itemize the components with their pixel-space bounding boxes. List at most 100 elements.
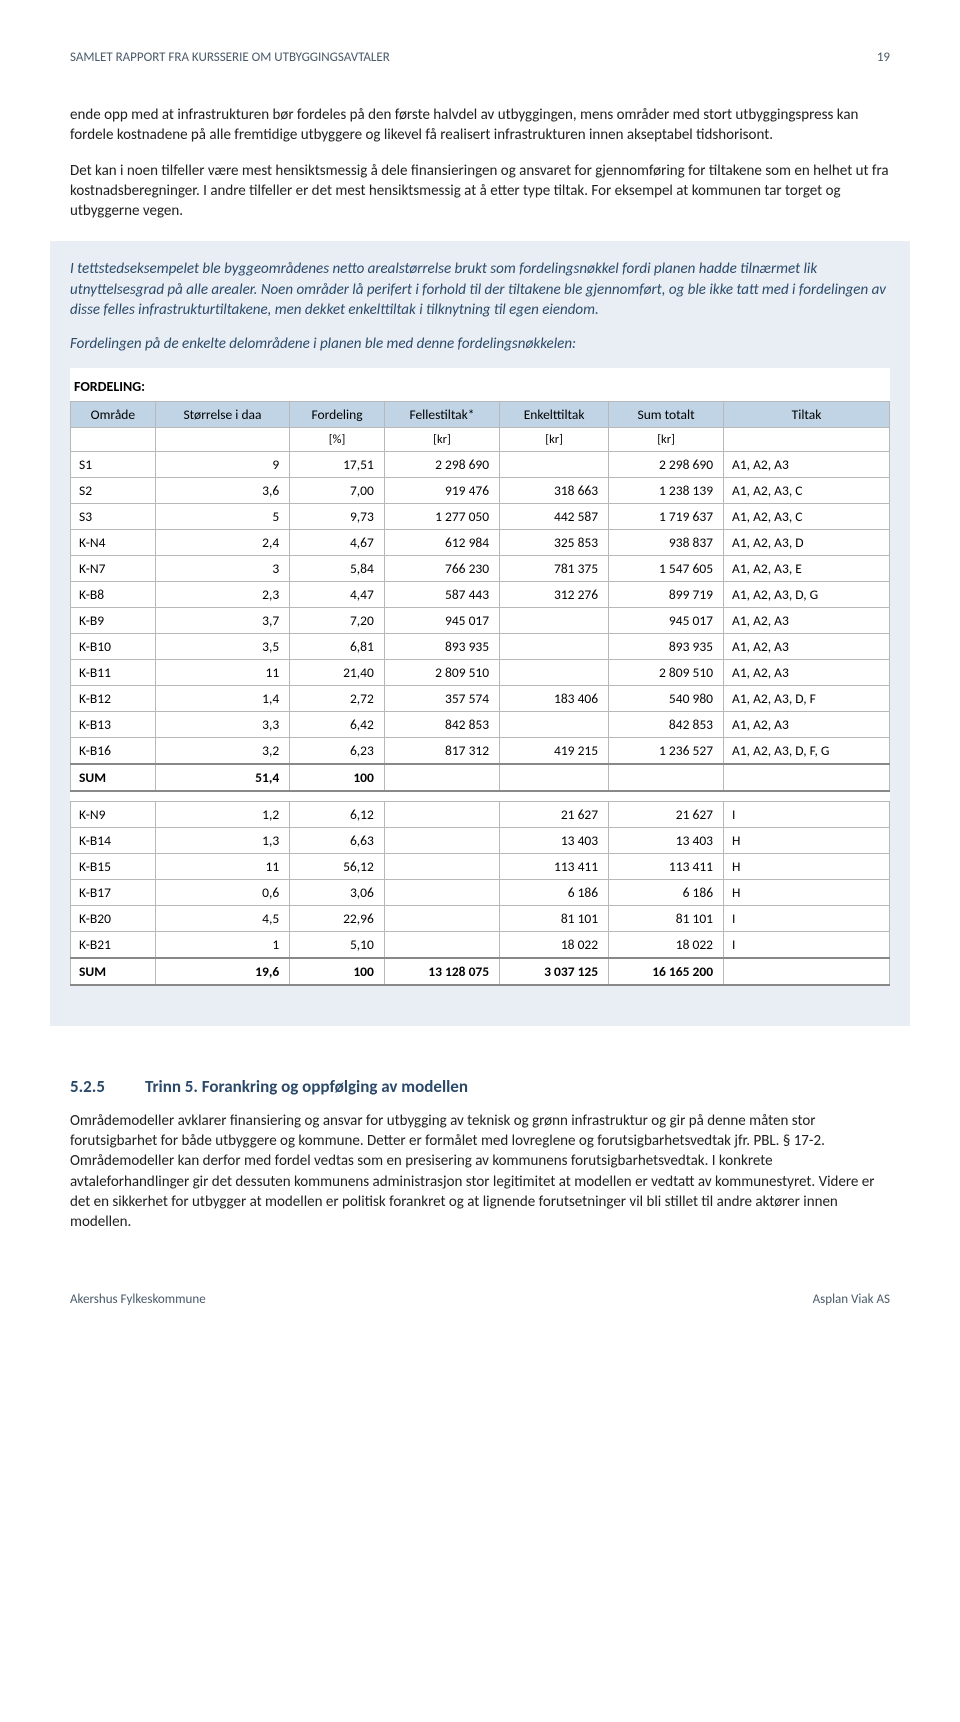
section-heading: 5.2.5 Trinn 5. Forankring og oppfølging … [70, 1076, 890, 1097]
table-cell: 21 627 [609, 801, 724, 827]
table-cell: A1, A2, A3, C [724, 504, 890, 530]
table-cell: A1, A2, A3 [724, 712, 890, 738]
table-cell [609, 764, 724, 791]
table-cell: 4,47 [290, 582, 385, 608]
table-cell: 3,3 [155, 712, 289, 738]
table-cell: A1, A2, A3, D [724, 530, 890, 556]
table-cell: 3,5 [155, 634, 289, 660]
col-header: Område [71, 402, 156, 428]
table-cell: 81 101 [500, 905, 609, 931]
table-cell: A1, A2, A3, E [724, 556, 890, 582]
footer-left: Akershus Fylkeskommune [70, 1292, 206, 1307]
table-cell: K-B17 [71, 879, 156, 905]
example-paragraph-2: Fordelingen på de enkelte delområdene i … [70, 334, 890, 354]
table-cell: H [724, 879, 890, 905]
table-cell: A1, A2, A3 [724, 608, 890, 634]
table-cell: 21,40 [290, 660, 385, 686]
table-cell: 419 215 [500, 738, 609, 765]
table-cell: 587 443 [384, 582, 499, 608]
table-cell: 9 [155, 452, 289, 478]
table-cell: 3,6 [155, 478, 289, 504]
table-cell: 1 547 605 [609, 556, 724, 582]
table-cell: H [724, 827, 890, 853]
col-header: Enkelttiltak [500, 402, 609, 428]
table-cell: 18 022 [609, 931, 724, 958]
table-cell: K-N4 [71, 530, 156, 556]
table-cell: 945 017 [384, 608, 499, 634]
paragraph-2: Det kan i noen tilfeller være mest hensi… [70, 161, 890, 222]
table-cell: 1,3 [155, 827, 289, 853]
table-cell: K-B20 [71, 905, 156, 931]
table-cell [384, 764, 499, 791]
table-cell: K-B8 [71, 582, 156, 608]
paragraph-1: ende opp med at infrastrukturen bør ford… [70, 105, 890, 146]
table-cell: 3 [155, 556, 289, 582]
table-cell: 357 574 [384, 686, 499, 712]
table-cell: 81 101 [609, 905, 724, 931]
fordeling-table: FORDELING: Område Størrelse i daa Fordel… [70, 368, 890, 986]
table-cell: 2 809 510 [609, 660, 724, 686]
table-row: K-B93,77,20945 017945 017A1, A2, A3 [71, 608, 890, 634]
table-cell: 5,84 [290, 556, 385, 582]
table-cell: K-B21 [71, 931, 156, 958]
table-row: K-B170,63,066 1866 186H [71, 879, 890, 905]
col-header: Størrelse i daa [155, 402, 289, 428]
table-cell [500, 608, 609, 634]
table-row: K-B2115,1018 02218 022I [71, 931, 890, 958]
example-box: I tettstedseksempelet ble byggeområdenes… [50, 241, 910, 1026]
table-row: K-N735,84766 230781 3751 547 605A1, A2, … [71, 556, 890, 582]
table-cell: 312 276 [500, 582, 609, 608]
table-header-row: Område Størrelse i daa Fordeling Fellest… [71, 402, 890, 428]
table-cell: 16 165 200 [609, 958, 724, 985]
table-cell: A1, A2, A3 [724, 634, 890, 660]
table-cell: 13 403 [500, 827, 609, 853]
section-number: 5.2.5 [70, 1076, 105, 1097]
col-header: Fellestiltak* [384, 402, 499, 428]
footer-right: Asplan Viak AS [813, 1292, 890, 1307]
table-cell: K-B10 [71, 634, 156, 660]
table-row: SUM51,4100 [71, 764, 890, 791]
table-cell: 183 406 [500, 686, 609, 712]
table-cell: 6 186 [500, 879, 609, 905]
table-cell: 6,63 [290, 827, 385, 853]
table-cell: I [724, 931, 890, 958]
table-row: K-B111121,402 809 5102 809 510A1, A2, A3 [71, 660, 890, 686]
table-cell: 6,42 [290, 712, 385, 738]
table-row: SUM19,610013 128 0753 037 12516 165 200 [71, 958, 890, 985]
table-cell: 22,96 [290, 905, 385, 931]
section-body: Områdemodeller avklarer finansiering og … [70, 1111, 890, 1233]
table-cell: 318 663 [500, 478, 609, 504]
table-row: S1917,512 298 6902 298 690A1, A2, A3 [71, 452, 890, 478]
col-unit: [kr] [384, 428, 499, 452]
table-cell: K-B13 [71, 712, 156, 738]
table-cell: 893 935 [609, 634, 724, 660]
table-cell [500, 452, 609, 478]
table-row: K-B133,36,42842 853842 853A1, A2, A3 [71, 712, 890, 738]
table-cell: A1, A2, A3 [724, 660, 890, 686]
table-cell: A1, A2, A3 [724, 452, 890, 478]
table-cell: 893 935 [384, 634, 499, 660]
section-title: Trinn 5. Forankring og oppfølging av mod… [145, 1076, 468, 1097]
table-cell: 945 017 [609, 608, 724, 634]
table-cell: 100 [290, 958, 385, 985]
table-cell [724, 764, 890, 791]
table-cell: 766 230 [384, 556, 499, 582]
table-cell: 842 853 [609, 712, 724, 738]
table-cell: 113 411 [500, 853, 609, 879]
table-cell: 56,12 [290, 853, 385, 879]
table-cell: 1,2 [155, 801, 289, 827]
table-cell: 1 238 139 [609, 478, 724, 504]
table-cell: S2 [71, 478, 156, 504]
col-unit [724, 428, 890, 452]
table-cell: 2 298 690 [384, 452, 499, 478]
table-cell: 3,7 [155, 608, 289, 634]
table-cell: 21 627 [500, 801, 609, 827]
table-cell: 442 587 [500, 504, 609, 530]
table-cell: SUM [71, 958, 156, 985]
table-cell: 325 853 [500, 530, 609, 556]
table-cell: K-B16 [71, 738, 156, 765]
col-unit: [kr] [500, 428, 609, 452]
table-cell: K-B9 [71, 608, 156, 634]
table-cell: K-B14 [71, 827, 156, 853]
table-row: K-B151156,12113 411113 411H [71, 853, 890, 879]
